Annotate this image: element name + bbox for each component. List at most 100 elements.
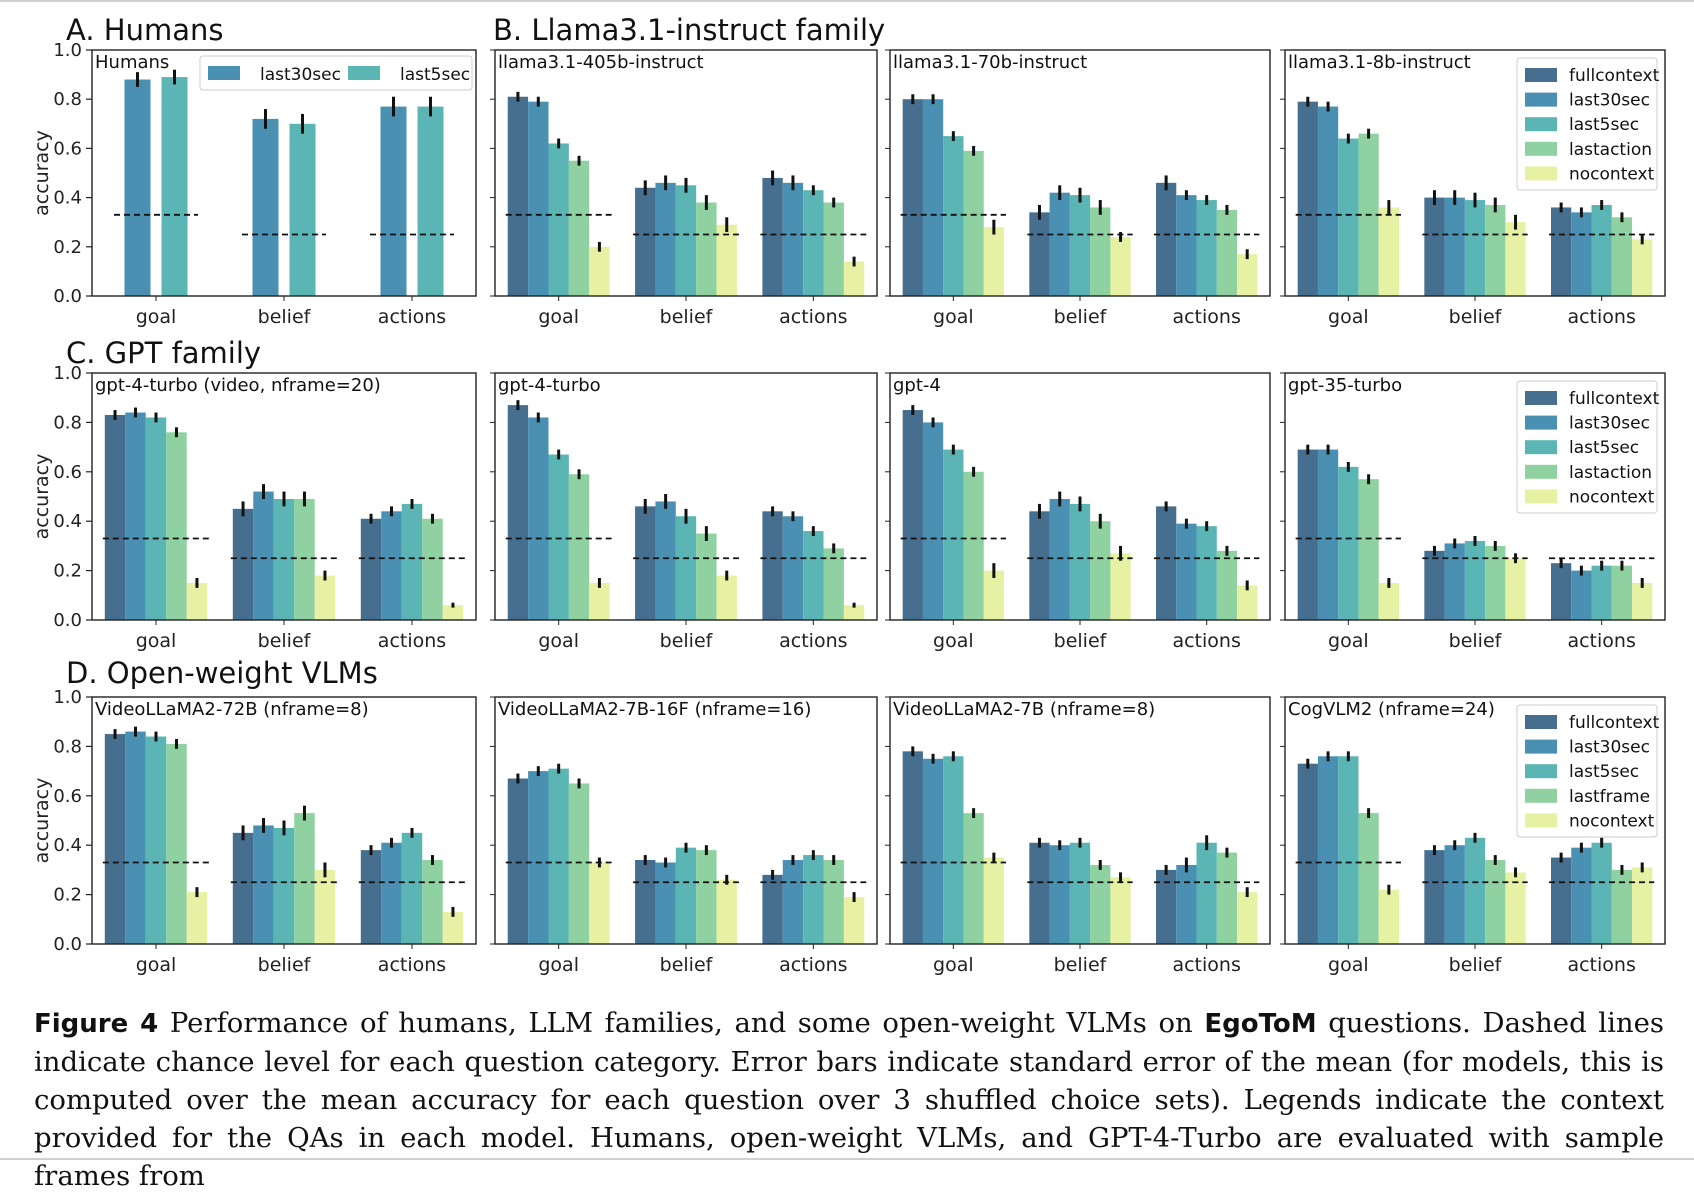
legend-box — [1516, 704, 1658, 838]
y-tick-label: 1.0 — [53, 40, 82, 61]
bar-last30sec — [1571, 212, 1592, 296]
bar-lastframe — [1358, 813, 1379, 944]
bar-lastframe — [1485, 860, 1506, 944]
panel-title: gpt-4-turbo (video, nframe=20) — [95, 375, 381, 396]
bar-lastaction — [568, 474, 590, 620]
bar-nocontext — [843, 897, 865, 944]
plot-frame — [494, 696, 878, 945]
bar-nocontext — [589, 246, 610, 296]
y-tick-label: 0.4 — [53, 511, 82, 532]
bar-last5sec — [1338, 756, 1359, 944]
legend-box — [1516, 57, 1658, 191]
bar-last5sec — [273, 827, 295, 944]
panel-title: CogVLM2 (nframe=24) — [1288, 699, 1495, 720]
x-tick-label: belief — [258, 630, 312, 652]
legend-swatch — [1525, 739, 1557, 754]
bar-nocontext — [1237, 254, 1258, 296]
bar-last30sec — [124, 79, 151, 297]
bar-fullcontext — [1156, 182, 1177, 296]
bar-last30sec — [381, 842, 402, 944]
bar-last30sec — [922, 422, 944, 620]
bar-last30sec — [528, 771, 549, 944]
bar-last30sec — [782, 516, 804, 620]
legend-swatch — [1525, 788, 1557, 803]
plot-frame — [91, 696, 477, 945]
bar-nocontext — [1505, 222, 1526, 296]
plot-frame — [889, 49, 1271, 297]
bar-last5sec — [401, 832, 423, 944]
bar-nocontext — [589, 582, 610, 620]
x-tick-label: goal — [1328, 954, 1369, 976]
y-tick-label: 0.6 — [53, 786, 82, 807]
panel-title: Humans — [95, 52, 169, 73]
bar-nocontext — [1378, 889, 1399, 944]
y-tick-label: 0.0 — [53, 286, 82, 307]
bar-last5sec — [548, 454, 569, 620]
bar-nocontext — [843, 605, 865, 620]
bar-fullcontext — [507, 405, 529, 620]
bar-last5sec — [1196, 842, 1217, 944]
bar-last5sec — [161, 77, 188, 296]
figure-label: Figure 4 — [34, 1009, 159, 1039]
panel-title: llama3.1-405b-instruct — [498, 52, 704, 73]
legend-label: fullcontext — [1569, 389, 1660, 409]
bar-lastframe — [166, 743, 187, 944]
x-tick-label: goal — [1328, 306, 1369, 328]
bar-fullcontext — [1424, 550, 1445, 620]
bar-fullcontext — [1551, 563, 1572, 620]
chart-panel-4: 0.0 0.2 0.4 0.6 0.8 1.0 accuracy goal belief acti… — [31, 363, 477, 652]
x-tick-label: goal — [136, 306, 177, 328]
bar-last5sec — [675, 516, 697, 620]
plot-frame — [494, 372, 878, 621]
bar-nocontext — [1237, 585, 1258, 620]
bar-nocontext — [1110, 553, 1131, 620]
bar-last30sec — [253, 825, 274, 944]
legend-label: last5sec — [1569, 438, 1639, 458]
panel-title: VideoLLaMA2-7B-16F (nframe=16) — [498, 699, 811, 720]
bar-last30sec — [1176, 195, 1197, 296]
bar-fullcontext — [635, 187, 656, 296]
legend-box — [1516, 380, 1658, 514]
bar-lastframe — [963, 813, 984, 944]
bar-nocontext — [1110, 877, 1131, 944]
chart-panel-5: goal belief actions gpt-4-turbo — [490, 372, 878, 652]
bar-fullcontext — [1424, 197, 1445, 296]
x-tick-label: goal — [1328, 630, 1369, 652]
bar-last5sec — [675, 185, 697, 296]
bar-nocontext — [1378, 582, 1399, 620]
bar-fullcontext — [1029, 842, 1050, 944]
y-axis-label: accuracy — [31, 778, 53, 864]
bar-last5sec — [1464, 837, 1486, 944]
bar-last30sec — [922, 99, 944, 296]
bar-fullcontext — [762, 511, 783, 620]
x-tick-label: actions — [378, 306, 446, 328]
bar-nocontext — [983, 570, 1004, 620]
bar-last30sec — [1571, 847, 1592, 944]
chart-panel-10: goal belief actions VideoLLaMA2-7B (nframe=… — [885, 696, 1271, 976]
x-tick-label: belief — [1449, 954, 1503, 976]
legend-label: last30sec — [260, 65, 341, 85]
bar-last30sec — [1176, 523, 1197, 620]
panel-title: gpt-4-turbo — [498, 375, 601, 396]
legend-swatch — [1525, 166, 1557, 181]
top-border — [0, 0, 1694, 2]
bar-fullcontext — [1297, 101, 1318, 296]
bar-fullcontext — [1297, 763, 1318, 944]
legend-swatch — [1525, 715, 1557, 729]
bar-last30sec — [1444, 543, 1465, 620]
bar-last30sec — [655, 501, 676, 620]
bar-last30sec — [1176, 864, 1197, 944]
bar-last30sec — [655, 182, 676, 296]
bar-last5sec — [943, 449, 964, 620]
bar-fullcontext — [1424, 850, 1445, 944]
x-tick-label: actions — [779, 306, 847, 328]
bar-lastaction — [568, 160, 590, 296]
legend-swatch — [1525, 813, 1557, 828]
x-tick-label: actions — [1567, 630, 1635, 652]
panel-title: llama3.1-70b-instruct — [893, 52, 1087, 73]
y-tick-label: 0.4 — [53, 188, 82, 209]
x-tick-label: goal — [933, 630, 974, 652]
legend-swatch — [1525, 415, 1557, 430]
bar-nocontext — [1632, 867, 1653, 944]
bar-lastframe — [696, 850, 717, 944]
